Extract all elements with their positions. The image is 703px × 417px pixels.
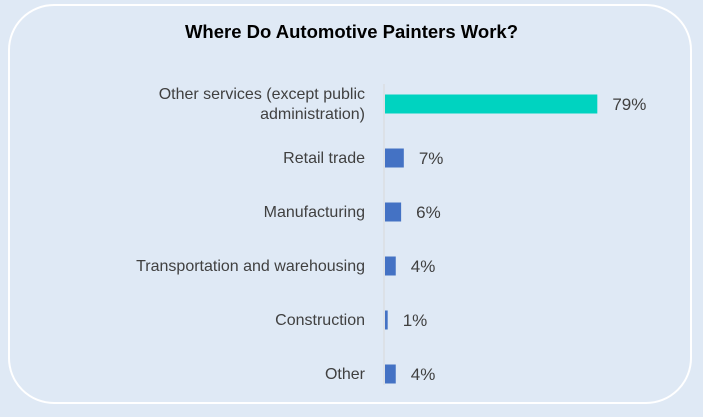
bar bbox=[385, 202, 402, 222]
category-label: Retail trade bbox=[283, 150, 365, 167]
bar bbox=[385, 310, 388, 330]
value-label: 79% bbox=[612, 95, 646, 114]
value-label: 4% bbox=[411, 257, 436, 276]
bar bbox=[385, 94, 598, 114]
category-label: Construction bbox=[275, 312, 365, 329]
bar bbox=[385, 364, 396, 384]
bar bbox=[385, 148, 404, 168]
category-label: Other services (except public administrat… bbox=[159, 86, 365, 123]
chart-card bbox=[8, 4, 692, 404]
category-label: Manufacturing bbox=[264, 204, 365, 221]
chart-title: Where Do Automotive Painters Work? bbox=[184, 21, 519, 42]
value-label: 4% bbox=[411, 365, 436, 384]
value-label: 1% bbox=[403, 311, 428, 330]
bar bbox=[385, 256, 396, 276]
category-label: Other bbox=[325, 366, 366, 383]
value-label: 7% bbox=[419, 149, 444, 168]
category-label: Transportation and warehousing bbox=[136, 258, 365, 275]
value-label: 6% bbox=[416, 203, 441, 222]
